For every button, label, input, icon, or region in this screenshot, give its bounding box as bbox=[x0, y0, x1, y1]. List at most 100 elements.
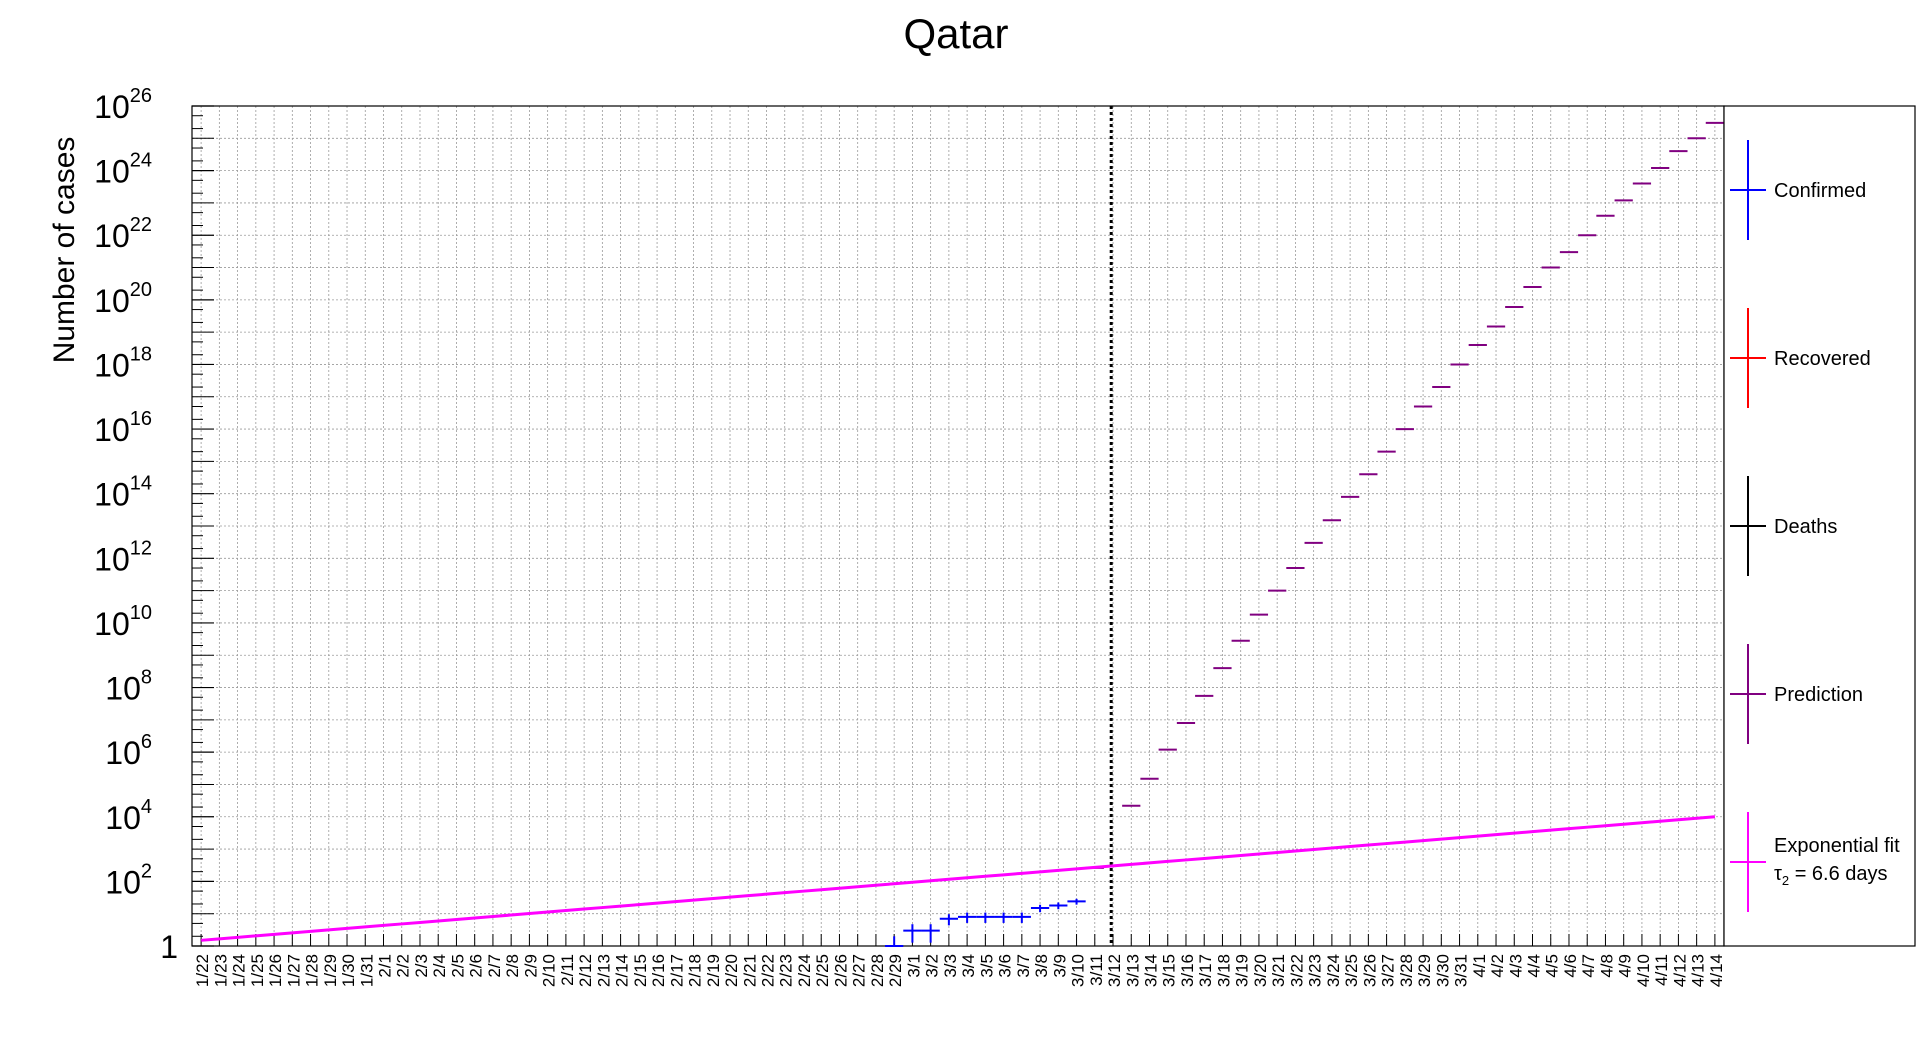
y-tick-label: 1014 bbox=[94, 473, 152, 513]
x-tick-label: 4/13 bbox=[1689, 954, 1708, 987]
x-tick-label: 3/3 bbox=[941, 954, 960, 978]
x-tick-label: 2/12 bbox=[576, 954, 595, 987]
legend: Confirmed Recovered Deaths Prediction Expone… bbox=[1723, 105, 1916, 947]
x-tick-label: 3/16 bbox=[1178, 954, 1197, 987]
x-tick-label: 2/6 bbox=[467, 954, 486, 978]
x-tick-label: 4/5 bbox=[1543, 954, 1562, 978]
x-tick-label: 2/8 bbox=[503, 954, 522, 978]
x-tick-label: 2/14 bbox=[613, 954, 632, 987]
x-tick-label: 2/25 bbox=[813, 954, 832, 987]
x-tick-label: 3/15 bbox=[1160, 954, 1179, 987]
y-tick-label: 1010 bbox=[94, 602, 152, 642]
x-tick-label: 1/29 bbox=[321, 954, 340, 987]
x-tick-label: 2/3 bbox=[412, 954, 431, 978]
chart-title: Qatar bbox=[903, 10, 1008, 57]
x-tick-label: 4/12 bbox=[1670, 954, 1689, 987]
x-tick-label: 1/27 bbox=[284, 954, 303, 987]
legend-label: Prediction bbox=[1774, 684, 1863, 706]
x-tick-label: 3/30 bbox=[1433, 954, 1452, 987]
x-tick-label: 3/18 bbox=[1214, 954, 1233, 987]
series-exponential-fit bbox=[200, 815, 1716, 942]
fit-line bbox=[200, 815, 1716, 942]
x-tick-label: 3/31 bbox=[1452, 954, 1471, 987]
x-tick-label: 3/13 bbox=[1123, 954, 1142, 987]
y-tick-exponent: 24 bbox=[130, 150, 152, 172]
x-tick-label: 2/5 bbox=[448, 954, 467, 978]
x-tick-label: 4/4 bbox=[1525, 954, 1544, 978]
x-tick-label: 1/24 bbox=[230, 954, 249, 987]
y-tick-exponent: 6 bbox=[141, 731, 152, 753]
x-tick-label: 3/26 bbox=[1360, 954, 1379, 987]
x-tick-label: 1/25 bbox=[248, 954, 267, 987]
y-tick-exponent: 20 bbox=[130, 279, 152, 301]
x-tick-label: 1/23 bbox=[211, 954, 230, 987]
legend-label: Confirmed bbox=[1774, 180, 1866, 202]
y-tick-label: 1024 bbox=[94, 150, 152, 190]
legend-label: Exponential fit bbox=[1774, 835, 1900, 857]
x-tick-label: 2/2 bbox=[394, 954, 413, 978]
y-axis-label: Number of cases bbox=[48, 137, 81, 364]
y-tick-label: 1 bbox=[160, 929, 178, 965]
x-tick-label: 3/2 bbox=[923, 954, 942, 978]
x-tick-label: 3/27 bbox=[1379, 954, 1398, 987]
x-tick-label: 2/18 bbox=[686, 954, 705, 987]
x-tick-label: 2/9 bbox=[521, 954, 540, 978]
legend-label: Deaths bbox=[1774, 516, 1837, 538]
x-tick-label: 4/9 bbox=[1616, 954, 1635, 978]
x-tick-label: 2/23 bbox=[777, 954, 796, 987]
x-tick-label: 2/7 bbox=[485, 954, 504, 978]
x-tick-label: 3/10 bbox=[1069, 954, 1088, 987]
x-tick-label: 3/22 bbox=[1287, 954, 1306, 987]
x-tick-label: 3/11 bbox=[1087, 954, 1106, 986]
x-tick-label: 3/17 bbox=[1196, 954, 1215, 987]
x-tick-label: 3/29 bbox=[1415, 954, 1434, 987]
x-tick-label: 1/26 bbox=[266, 954, 285, 987]
y-tick-label: 1016 bbox=[94, 408, 152, 448]
x-tick-label: 4/8 bbox=[1597, 954, 1616, 978]
y-tick-label: 104 bbox=[105, 796, 152, 836]
x-tick-label: 2/20 bbox=[722, 954, 741, 987]
y-tick-label: 1012 bbox=[94, 537, 152, 577]
x-tick-label: 4/2 bbox=[1488, 954, 1507, 978]
x-tick-label: 2/28 bbox=[868, 954, 887, 987]
legend-entry-prediction: Prediction bbox=[1730, 644, 1863, 744]
x-tick-label: 2/13 bbox=[594, 954, 613, 987]
y-tick-label: 1020 bbox=[94, 279, 152, 319]
x-tick-label: 4/1 bbox=[1470, 954, 1489, 978]
y-tick-exponent: 8 bbox=[141, 667, 152, 689]
x-tick-label: 2/11 bbox=[558, 954, 577, 986]
x-tick-label: 2/1 bbox=[376, 954, 395, 978]
x-tick-label: 4/10 bbox=[1634, 954, 1653, 987]
y-tick-exponent: 26 bbox=[130, 85, 152, 107]
series-prediction bbox=[1085, 121, 1724, 869]
series-confirmed bbox=[885, 898, 1086, 947]
x-tick-label: 1/22 bbox=[193, 954, 212, 987]
legend-entry-exponential-fit: Exponential fit τ2 = 6.6 days bbox=[1730, 812, 1900, 912]
x-tick-label: 3/9 bbox=[1050, 954, 1069, 978]
x-axis-ticks: 1/22 1/23 1/24 1/25 1/26 1/27 1/28 1/29 1/30 1/31… bbox=[193, 934, 1726, 987]
x-tick-label: 3/5 bbox=[977, 954, 996, 978]
x-tick-label: 2/27 bbox=[850, 954, 869, 987]
x-tick-label: 3/23 bbox=[1306, 954, 1325, 987]
x-tick-label: 4/6 bbox=[1561, 954, 1580, 978]
x-tick-label: 1/31 bbox=[357, 954, 376, 987]
x-tick-label: 2/19 bbox=[704, 954, 723, 987]
y-tick-exponent: 14 bbox=[130, 473, 152, 495]
legend-entry-confirmed: Confirmed bbox=[1730, 140, 1866, 240]
y-tick-label: 1022 bbox=[94, 214, 152, 254]
legend-entry-recovered: Recovered bbox=[1730, 308, 1871, 408]
y-tick-label: 1026 bbox=[94, 85, 152, 125]
x-tick-label: 3/1 bbox=[904, 954, 923, 978]
x-tick-label: 3/21 bbox=[1269, 954, 1288, 987]
x-tick-label: 2/21 bbox=[740, 954, 759, 987]
legend-entry-deaths: Deaths bbox=[1730, 476, 1837, 576]
x-tick-label: 3/24 bbox=[1324, 954, 1343, 987]
x-tick-label: 3/14 bbox=[1142, 954, 1161, 987]
x-tick-label: 4/14 bbox=[1707, 954, 1726, 987]
grid bbox=[192, 106, 1724, 946]
x-tick-label: 2/16 bbox=[649, 954, 668, 987]
y-tick-label: 106 bbox=[105, 731, 152, 771]
y-axis-ticks: 1102104106108101010121014101610181020102… bbox=[94, 85, 214, 965]
